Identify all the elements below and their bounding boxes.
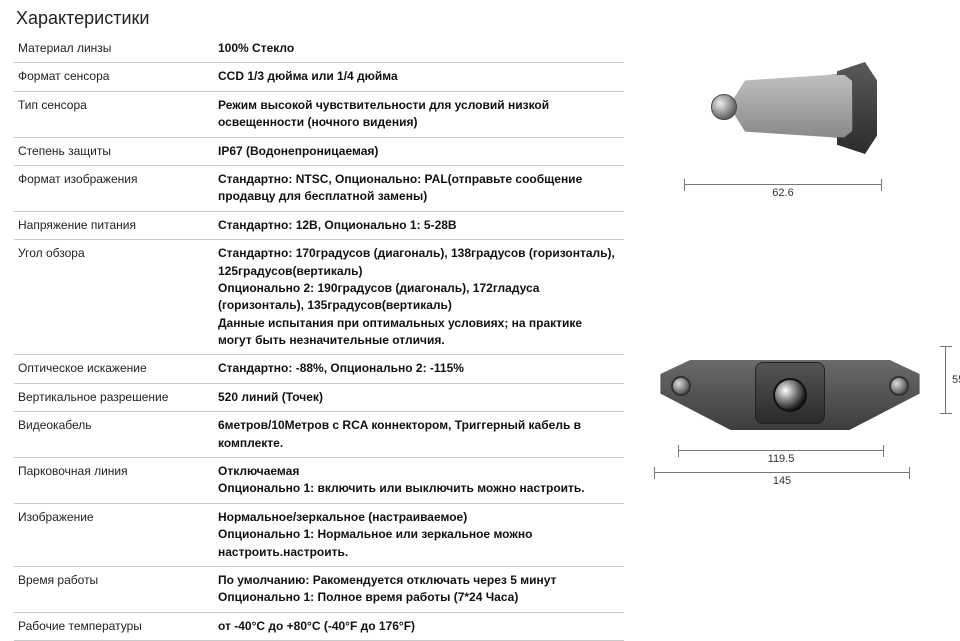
spec-value: от -40°C до +80°C (-40°F до 176°F) [214,612,624,640]
spec-row: Парковочная линияОтключаемаяОпционально … [14,458,624,504]
spec-row: ИзображениеНормальное/зеркальное (настра… [14,503,624,566]
spec-label: Парковочная линия [14,458,214,504]
spec-row: Оптическое искажениеСтандартно: -88%, Оп… [14,355,624,383]
dimension-front-w2: 145 [654,472,910,473]
dimension-label: 119.5 [766,453,797,465]
screw-hole-icon [671,376,691,396]
spec-value: Стандартно: 12В, Опционально 1: 5-28В [214,211,624,239]
spec-row: Формат сенсораCCD 1/3 дюйма или 1/4 дюйм… [14,63,624,91]
spec-label: Степень защиты [14,137,214,165]
spec-label: Тип сенсора [14,91,214,137]
page-title: Характеристики [16,8,624,29]
page: Характеристики Материал линзы100% Стекло… [0,0,960,603]
spec-label: Угол обзора [14,240,214,355]
spec-panel: Характеристики Материал линзы100% Стекло… [0,0,630,603]
spec-value: 520 линий (Точек) [214,383,624,411]
spec-row: Напряжение питанияСтандартно: 12В, Опцио… [14,211,624,239]
spec-label: Формат сенсора [14,63,214,91]
dimension-label: 55 [950,374,960,386]
spec-row: Тип сенсораРежим высокой чувствительност… [14,91,624,137]
spec-value: Нормальное/зеркальное (настраиваемое)Опц… [214,503,624,566]
spec-row: Рабочие температурыот -40°C до +80°C (-4… [14,612,624,640]
dimension-front-height: 55 [945,346,946,414]
spec-row: Материал линзы100% Стекло [14,35,624,63]
diagram-panel: 62.6 55 119.5 145 [630,0,960,603]
screw-hole-icon [889,376,909,396]
spec-value: Стандартно: 170градусов (диагональ), 138… [214,240,624,355]
spec-label: Вертикальное разрешение [14,383,214,411]
spec-label: Изображение [14,503,214,566]
dimension-label: 145 [771,475,793,487]
dimension-label: 62.6 [770,187,795,199]
spec-row: Время работыПо умолчанию: Ракомендуется … [14,566,624,612]
spec-label: Видеокабель [14,412,214,458]
diagram-side-view: 62.6 [636,56,944,216]
camera-side-shape [685,56,895,174]
camera-front-shape [655,350,925,450]
spec-value: Стандартно: -88%, Опционально 2: -115% [214,355,624,383]
spec-label: Оптическое искажение [14,355,214,383]
spec-label: Материал линзы [14,35,214,63]
spec-row: Видеокабель6метров/10Метров с RCA коннек… [14,412,624,458]
spec-value: 100% Стекло [214,35,624,63]
camera-body [733,74,853,138]
spec-row: Вертикальное разрешение520 линий (Точек) [14,383,624,411]
spec-value: IP67 (Водонепроницаемая) [214,137,624,165]
spec-table: Материал линзы100% СтеклоФормат сенсораC… [14,35,624,641]
spec-value: Стандартно: NTSC, Опционально: PAL(отпра… [214,165,624,211]
spec-value: По умолчанию: Ракомендуется отключать че… [214,566,624,612]
spec-label: Напряжение питания [14,211,214,239]
spec-value: 6метров/10Метров с RCA коннектором, Триг… [214,412,624,458]
camera-lens-icon [773,378,807,412]
spec-row: Степень защитыIP67 (Водонепроницаемая) [14,137,624,165]
dimension-front-w1: 119.5 [678,450,884,451]
camera-lens-icon [711,94,737,120]
spec-label: Рабочие температуры [14,612,214,640]
spec-value: Режим высокой чувствительности для услов… [214,91,624,137]
spec-value: ОтключаемаяОпционально 1: включить или в… [214,458,624,504]
spec-label: Время работы [14,566,214,612]
spec-row: Формат изображенияСтандартно: NTSC, Опци… [14,165,624,211]
dimension-side-width: 62.6 [684,184,882,185]
spec-label: Формат изображения [14,165,214,211]
spec-value: CCD 1/3 дюйма или 1/4 дюйма [214,63,624,91]
spec-row: Угол обзораСтандартно: 170градусов (диаг… [14,240,624,355]
diagram-front-view: 55 119.5 145 [636,332,944,532]
